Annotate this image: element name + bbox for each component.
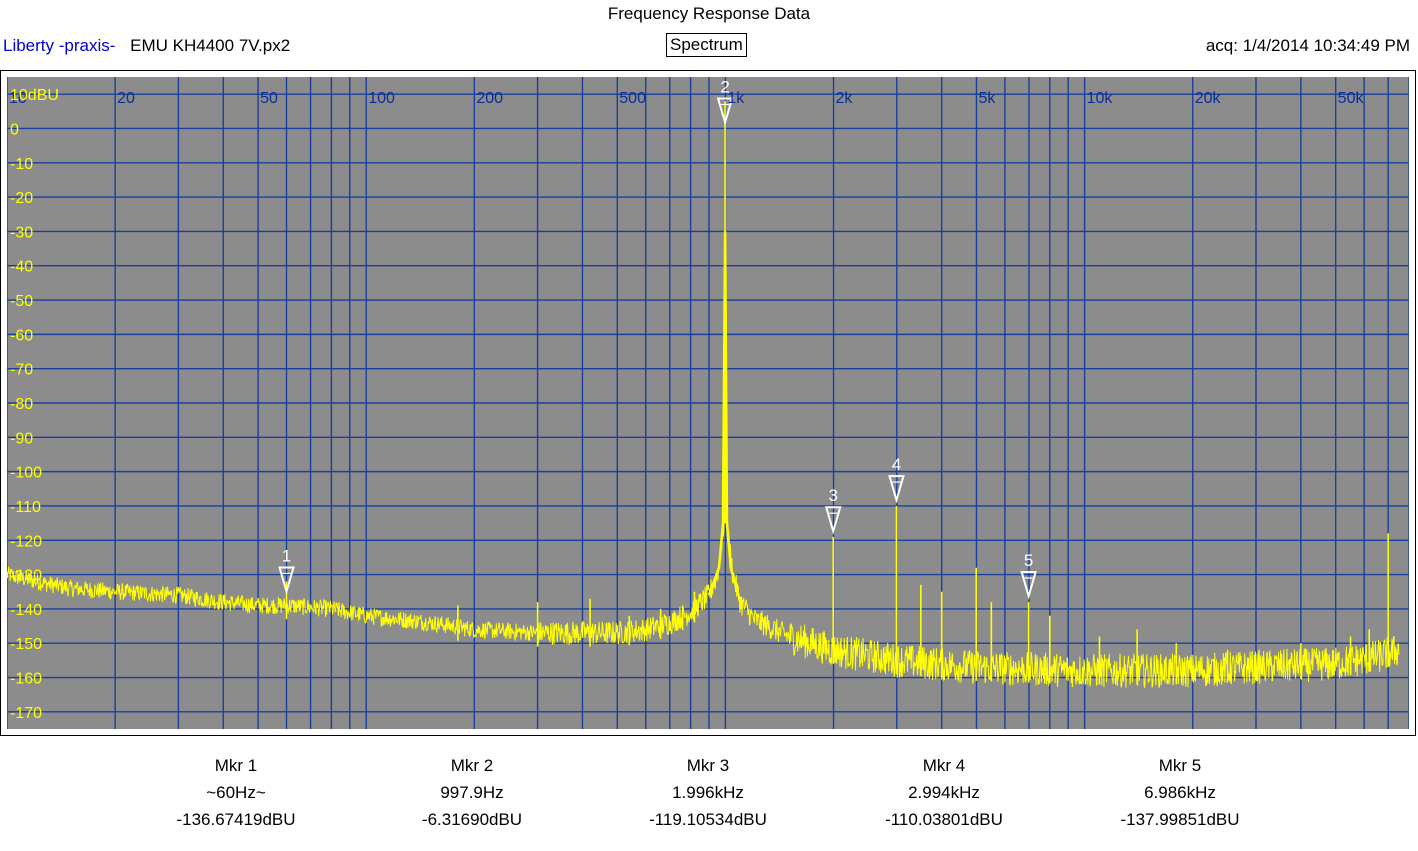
- marker-5: 5: [1020, 551, 1037, 600]
- marker-triangle-icon: [824, 506, 842, 535]
- y-tick-label: -70: [10, 362, 33, 379]
- y-tick-label: -60: [10, 327, 33, 344]
- marker-1-level: -136.67419dBU: [176, 810, 296, 829]
- y-tick-label: -40: [10, 259, 33, 276]
- y-tick-label: -90: [10, 430, 33, 447]
- marker-5-name: Mkr 5: [1158, 756, 1202, 775]
- marker-number-label: 4: [892, 455, 901, 474]
- acquisition-timestamp: acq: 1/4/2014 10:34:49 PM: [1205, 36, 1410, 55]
- header-info: Liberty -praxis- EMU KH4400 7V.px2: [3, 36, 290, 56]
- x-tick-label: 1k: [727, 90, 745, 107]
- marker-triangle-icon: [1020, 571, 1037, 600]
- y-tick-label: -140: [10, 602, 42, 619]
- marker-2-name: Mkr 2: [450, 756, 494, 775]
- marker-3-column: Mkr 3 1.996kHz -119.10534dBU: [608, 752, 808, 833]
- marker-3-level: -119.10534dBU: [649, 810, 767, 829]
- trace: [7, 101, 1400, 688]
- x-tick-label: 10k: [1087, 90, 1114, 107]
- marker-2-level: -6.31690dBU: [421, 810, 523, 829]
- y-tick-label: -130: [10, 568, 42, 585]
- y-tick-label: -110: [10, 499, 41, 516]
- x-tick-label: 100: [368, 90, 395, 107]
- y-tick-label: 0: [10, 121, 19, 138]
- x-tick-label: 10: [9, 90, 27, 107]
- y-tick-label: -150: [10, 636, 42, 653]
- marker-3-name: Mkr 3: [686, 756, 730, 775]
- spectrum-chart[interactable]: 1 2 3 4 5 10 20 50 100 200 500 1k 2k 5k 10k 20k 50k 10dB…: [7, 77, 1409, 729]
- marker-number-label: 2: [720, 77, 729, 96]
- marker-1-frequency: ~60Hz~: [206, 783, 266, 802]
- y-tick-label: -10: [10, 156, 33, 173]
- marker-3-frequency: 1.996kHz: [672, 783, 744, 802]
- marker-number-label: 3: [828, 486, 837, 505]
- marker-3: 3: [824, 486, 842, 535]
- marker-1-column: Mkr 1 ~60Hz~ -136.67419dBU: [136, 752, 336, 833]
- y-tick-label: 10dBU: [10, 87, 59, 104]
- marker-triangle-icon: [278, 566, 295, 596]
- marker-4-frequency: 2.994kHz: [908, 783, 980, 802]
- filename-label: EMU KH4400 7V.px2: [130, 36, 291, 55]
- marker-2: 2: [716, 77, 734, 127]
- marker-2-column: Mkr 2 997.9Hz -6.31690dBU: [372, 752, 572, 833]
- marker-5-level: -137.99851dBU: [1120, 810, 1240, 829]
- x-tick-label: 20: [117, 90, 135, 107]
- y-tick-label: -30: [10, 224, 33, 241]
- y-tick-label: -170: [10, 705, 42, 722]
- x-tick-label: 50: [260, 90, 278, 107]
- marker-table: Mkr 1 ~60Hz~ -136.67419dBU Mkr 2 997.9Hz…: [0, 752, 1418, 842]
- marker-triangle-icon: [716, 97, 734, 127]
- x-tick-label: 500: [619, 90, 646, 107]
- marker-4-name: Mkr 4: [922, 756, 966, 775]
- noise-trace: [7, 494, 1400, 688]
- tick-labels: 10 20 50 100 200 500 1k 2k 5k 10k 20k 50k 10dBU 0 -10 -…: [9, 87, 1364, 722]
- marker-1-name: Mkr 1: [214, 756, 258, 775]
- y-tick-label: -120: [10, 533, 42, 550]
- page-title: Frequency Response Data: [607, 4, 811, 23]
- marker-5-column: Mkr 5 6.986kHz -137.99851dBU: [1080, 752, 1280, 833]
- marker-number-label: 1: [282, 546, 291, 565]
- x-tick-label: 2k: [836, 90, 854, 107]
- y-tick-label: -50: [10, 293, 33, 310]
- x-tick-label: 5k: [978, 90, 996, 107]
- y-tick-label: -100: [10, 465, 42, 482]
- marker-1: 1: [278, 546, 295, 596]
- y-tick-label: -80: [10, 396, 33, 413]
- spectrum-mode-button[interactable]: Spectrum: [666, 33, 747, 57]
- y-tick-label: -160: [10, 671, 42, 688]
- x-tick-label: 20k: [1195, 90, 1222, 107]
- x-tick-label: 50k: [1338, 90, 1365, 107]
- x-tick-label: 200: [476, 90, 503, 107]
- markers: 1 2 3 4 5: [278, 77, 1037, 600]
- brand-label: Liberty -praxis-: [3, 36, 116, 55]
- marker-5-frequency: 6.986kHz: [1144, 783, 1216, 802]
- marker-triangle-icon: [888, 475, 905, 504]
- marker-4: 4: [888, 455, 905, 504]
- main-tone-skirt: [707, 231, 742, 603]
- y-tick-label: -20: [10, 190, 33, 207]
- marker-4-column: Mkr 4 2.994kHz -110.03801dBU: [844, 752, 1044, 833]
- chart-frame: 1 2 3 4 5 10 20 50 100 200 500 1k 2k 5k 10k 20k 50k 10dB…: [0, 70, 1416, 736]
- marker-2-frequency: 997.9Hz: [440, 783, 504, 802]
- marker-4-level: -110.03801dBU: [885, 810, 1003, 829]
- marker-number-label: 5: [1024, 551, 1033, 570]
